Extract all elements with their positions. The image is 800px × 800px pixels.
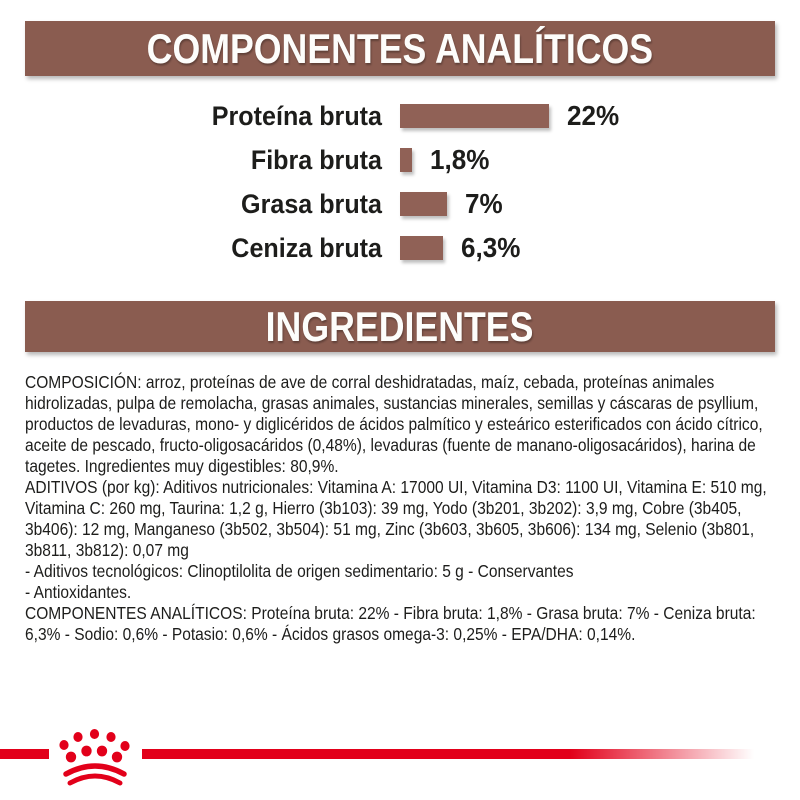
analytical-summary-paragraph: COMPONENTES ANALÍTICOS: Proteína bruta: … (25, 603, 756, 644)
chart-bar (400, 104, 549, 128)
crown-icon (59, 729, 130, 786)
logo-right-bar (142, 749, 754, 759)
chart-row: Grasa bruta 7% (25, 188, 775, 219)
analytical-components-header: COMPONENTES ANALÍTICOS (25, 21, 775, 76)
chart-bar-value: 7% (465, 188, 503, 219)
additives-paragraph: ADITIVOS (por kg): Aditivos nutricionale… (25, 477, 767, 560)
logo-left-bar (0, 749, 49, 759)
additives-technological-line: - Aditivos tecnológicos: Clinoptilolita … (25, 561, 574, 581)
chart-bar (400, 236, 443, 260)
ingredients-header: INGREDIENTES (25, 301, 775, 352)
chart-row: Proteína bruta 22% (25, 100, 775, 131)
composition-paragraph: COMPOSICIÓN: arroz, proteínas de ave de … (25, 372, 763, 476)
chart-bar-label: Proteína bruta (211, 101, 382, 131)
chart-bar (400, 192, 447, 216)
analytical-components-title: COMPONENTES ANALÍTICOS (146, 24, 654, 72)
chart-bar-label: Fibra bruta (250, 145, 382, 175)
additives-antioxidants-line: - Antioxidantes. (25, 582, 132, 602)
analytical-components-chart: Proteína bruta 22% Fibra bruta 1,8% Grasa br… (25, 100, 775, 280)
ingredients-title: INGREDIENTES (266, 302, 534, 350)
chart-bar-value: 22% (567, 100, 620, 131)
chart-row: Fibra bruta 1,8% (25, 144, 775, 175)
chart-bar-value: 1,8% (430, 144, 490, 175)
chart-bar-label: Grasa bruta (241, 189, 382, 219)
chart-bar (400, 148, 412, 172)
chart-bar-label: Ceniza bruta (231, 233, 382, 263)
chart-row: Ceniza bruta 6,3% (25, 232, 775, 263)
chart-bar-value: 6,3% (461, 232, 521, 263)
ingredients-text-block: COMPOSICIÓN: arroz, proteínas de ave de … (25, 372, 776, 645)
